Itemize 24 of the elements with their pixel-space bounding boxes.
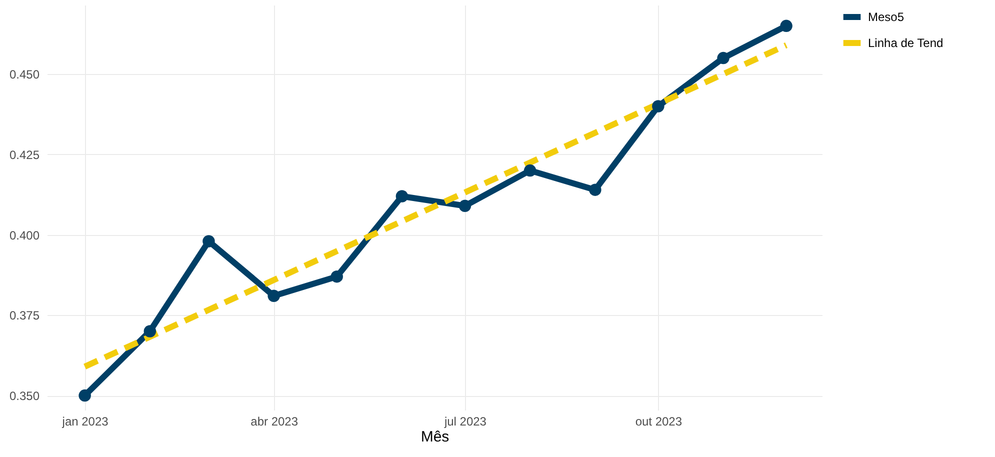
- legend-label: Linha de Tend: [868, 36, 944, 50]
- point: [780, 20, 792, 32]
- point: [589, 184, 602, 196]
- point: [458, 200, 472, 212]
- point: [396, 190, 408, 202]
- y-tick-label: 0.425: [9, 148, 40, 162]
- x-axis-title: Mês: [420, 428, 450, 446]
- x-tick-label: out 2023: [635, 414, 682, 428]
- y-tick-label: 0.350: [9, 389, 40, 404]
- legend-label: Meso5: [868, 10, 904, 24]
- point: [717, 52, 730, 64]
- point: [652, 100, 664, 112]
- y-tick-label: 0.400: [9, 228, 40, 242]
- x-tick-label: abr 2023: [250, 414, 298, 428]
- point: [144, 325, 156, 338]
- x-tick-label: jan 2023: [61, 414, 109, 428]
- point: [268, 290, 280, 302]
- point: [524, 164, 536, 177]
- y-tick-label: 0.375: [9, 308, 40, 323]
- point: [78, 389, 91, 402]
- point: [330, 270, 343, 283]
- x-tick-label: jul 2023: [443, 414, 487, 428]
- y-tick-label: 0.450: [9, 68, 40, 82]
- point: [202, 235, 215, 248]
